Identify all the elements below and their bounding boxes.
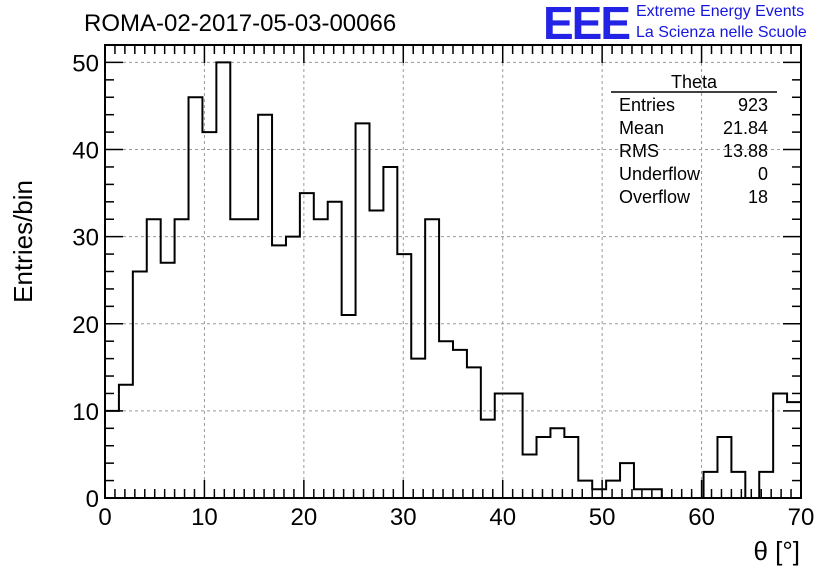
x-tick-labels: 0 10 20 30 40 50 60 70 xyxy=(98,504,814,531)
stats-row-label: Underflow xyxy=(619,164,701,184)
stats-row-value: 923 xyxy=(738,95,768,115)
axis-ticks xyxy=(104,44,802,499)
x-tick-label: 10 xyxy=(191,504,218,531)
y-axis-label: Entries/bin xyxy=(8,180,38,303)
eee-logo-mark: EEE xyxy=(543,0,631,49)
stats-row-label: RMS xyxy=(619,141,659,161)
stats-row-label: Entries xyxy=(619,95,675,115)
stats-box: Theta Entries 923 Mean 21.84 RMS 13.88 Underflo… xyxy=(611,72,777,207)
y-tick-labels: 0 10 20 30 40 50 xyxy=(72,50,99,513)
y-tick-label: 40 xyxy=(72,138,99,165)
x-tick-label: 60 xyxy=(688,504,715,531)
x-tick-label: 20 xyxy=(291,504,318,531)
stats-row-value: 21.84 xyxy=(723,118,768,138)
x-tick-label: 70 xyxy=(788,504,815,531)
grid-lines xyxy=(105,45,801,498)
y-tick-label: 10 xyxy=(72,399,99,426)
stats-row-label: Overflow xyxy=(619,187,691,207)
stats-row-label: Mean xyxy=(619,118,664,138)
stats-box-title: Theta xyxy=(671,72,718,92)
x-tick-label: 30 xyxy=(390,504,417,531)
stats-row-value: 0 xyxy=(758,164,768,184)
y-tick-label: 50 xyxy=(72,50,99,77)
x-tick-label: 0 xyxy=(98,504,111,531)
stats-row-value: 18 xyxy=(748,187,768,207)
eee-logo-line2: La Scienza nelle Scuole xyxy=(636,24,807,41)
chart-title: ROMA-02-2017-05-03-00066 xyxy=(84,10,397,37)
y-tick-label: 20 xyxy=(72,312,99,339)
y-tick-label: 0 xyxy=(86,486,99,513)
x-tick-label: 40 xyxy=(489,504,516,531)
x-tick-label: 50 xyxy=(589,504,616,531)
histogram-line xyxy=(104,61,802,499)
stats-row-value: 13.88 xyxy=(723,141,768,161)
plot-frame xyxy=(104,44,802,499)
x-axis-label: θ [°] xyxy=(753,536,800,566)
y-tick-label: 30 xyxy=(72,225,99,252)
eee-logo-line1: Extreme Energy Events xyxy=(636,3,805,20)
